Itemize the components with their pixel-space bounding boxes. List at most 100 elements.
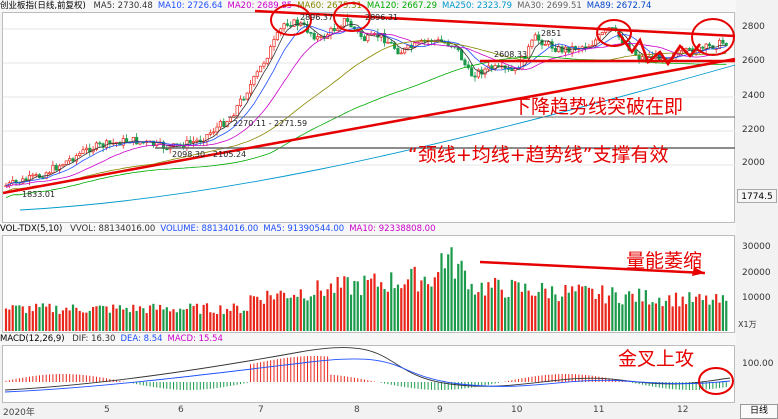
macd-panel[interactable] xyxy=(2,345,735,403)
volume-bar xyxy=(597,293,601,331)
candle xyxy=(212,131,216,134)
candle xyxy=(192,141,196,143)
candle xyxy=(255,71,259,77)
volume-bar xyxy=(705,295,708,331)
volume-legend: VOL-TDX(5,10) VVOL: 88134016.00 VOLUME: 8… xyxy=(0,223,736,235)
volume-bar xyxy=(571,286,574,331)
volume-bar xyxy=(92,307,95,331)
candle xyxy=(78,153,82,156)
candle xyxy=(68,158,72,162)
support-trendline xyxy=(2,57,736,195)
volume-bar xyxy=(701,299,704,331)
price-label-low: 1833.01 xyxy=(22,190,56,199)
volume-bar xyxy=(339,287,343,331)
volume-bar xyxy=(581,286,584,331)
dea-line xyxy=(4,358,731,393)
volume-bar xyxy=(718,302,721,331)
volume-bar xyxy=(299,289,302,331)
highlight-circle xyxy=(270,4,312,36)
volume-bar xyxy=(175,312,178,331)
volume-bar xyxy=(41,303,44,331)
volume-bar xyxy=(122,309,125,331)
volume-bar xyxy=(423,276,426,331)
highlight-circle xyxy=(333,2,371,32)
candle xyxy=(225,121,229,127)
volume-bar xyxy=(380,282,383,331)
candle xyxy=(64,160,68,165)
volume-bar xyxy=(487,282,490,331)
volume-bar xyxy=(115,308,118,331)
candle xyxy=(259,65,263,73)
candle xyxy=(406,44,410,49)
volume-bar xyxy=(195,303,199,331)
volume-bar xyxy=(437,272,440,331)
volume-bar xyxy=(172,309,175,331)
volume-bar xyxy=(604,303,607,331)
volume-bar xyxy=(554,294,557,331)
volume-bar xyxy=(252,296,255,331)
volume-bar xyxy=(386,291,389,331)
volume-bar xyxy=(343,276,346,331)
volume-bar xyxy=(58,313,61,331)
volume-bar xyxy=(360,295,363,331)
volume-bar xyxy=(490,287,493,331)
annotation-support: “颈线+均线+趋势线”支撑有效 xyxy=(408,144,669,166)
volume-bar xyxy=(715,294,718,331)
volume-legend-item: MA5: 91390544.00 xyxy=(263,224,345,234)
volume-bar xyxy=(574,291,577,331)
price-label-peak: 2851 xyxy=(541,29,562,38)
volume-bar xyxy=(641,301,644,331)
volume-bar xyxy=(664,300,668,331)
volume-bar xyxy=(323,295,326,331)
volume-bar xyxy=(678,306,681,331)
volume-bar xyxy=(427,284,430,331)
candle xyxy=(476,69,480,78)
volume-bar xyxy=(28,306,31,331)
candle xyxy=(218,121,222,128)
volume-bar xyxy=(477,292,480,331)
price-tick: 2200 xyxy=(742,125,765,135)
volume-bar xyxy=(494,277,497,331)
volume-bar xyxy=(232,303,235,331)
candle xyxy=(677,49,681,55)
price-label-high: 2896.37 xyxy=(300,13,334,22)
volume-bar xyxy=(500,289,503,331)
volume-bar xyxy=(246,310,249,331)
volume-bar xyxy=(684,304,688,331)
macd-legend: MACD(12,26,9) DIF: 16.30 DEA: 8.54 MACD: 1… xyxy=(0,333,736,345)
x-tick: 11 xyxy=(593,405,605,415)
volume-bar xyxy=(540,282,544,331)
period-day-button[interactable]: 日线 xyxy=(740,404,778,419)
volume-bar xyxy=(514,281,517,331)
candle xyxy=(61,164,65,167)
price-tick: 2600 xyxy=(742,56,765,66)
volume-bar xyxy=(11,305,14,331)
volume-bar xyxy=(138,306,142,331)
volume-bar xyxy=(282,292,286,331)
volume-bar xyxy=(463,270,467,331)
macd-legend-item: MACD: 15.54 xyxy=(167,334,223,344)
volume-bar xyxy=(443,268,446,331)
macd-tick: 100.00 xyxy=(742,359,774,369)
volume-bar xyxy=(530,295,534,331)
volume-bar xyxy=(316,280,319,331)
volume-bar xyxy=(202,304,205,331)
volume-bar xyxy=(272,299,276,331)
candle xyxy=(272,39,276,47)
volume-bar xyxy=(393,288,396,331)
zigzag-arrow xyxy=(616,31,701,67)
candle xyxy=(530,39,534,48)
volume-bar xyxy=(661,306,664,331)
candle xyxy=(721,39,725,44)
price-tick: 2800 xyxy=(742,22,765,32)
volume-bar xyxy=(95,306,98,331)
candle xyxy=(34,174,38,176)
candle xyxy=(403,47,407,54)
candle xyxy=(245,92,249,100)
volume-bar xyxy=(544,288,547,331)
volume-bar xyxy=(366,280,369,331)
candle xyxy=(51,165,55,174)
volume-bar xyxy=(390,272,393,331)
volume-bar xyxy=(313,294,316,331)
